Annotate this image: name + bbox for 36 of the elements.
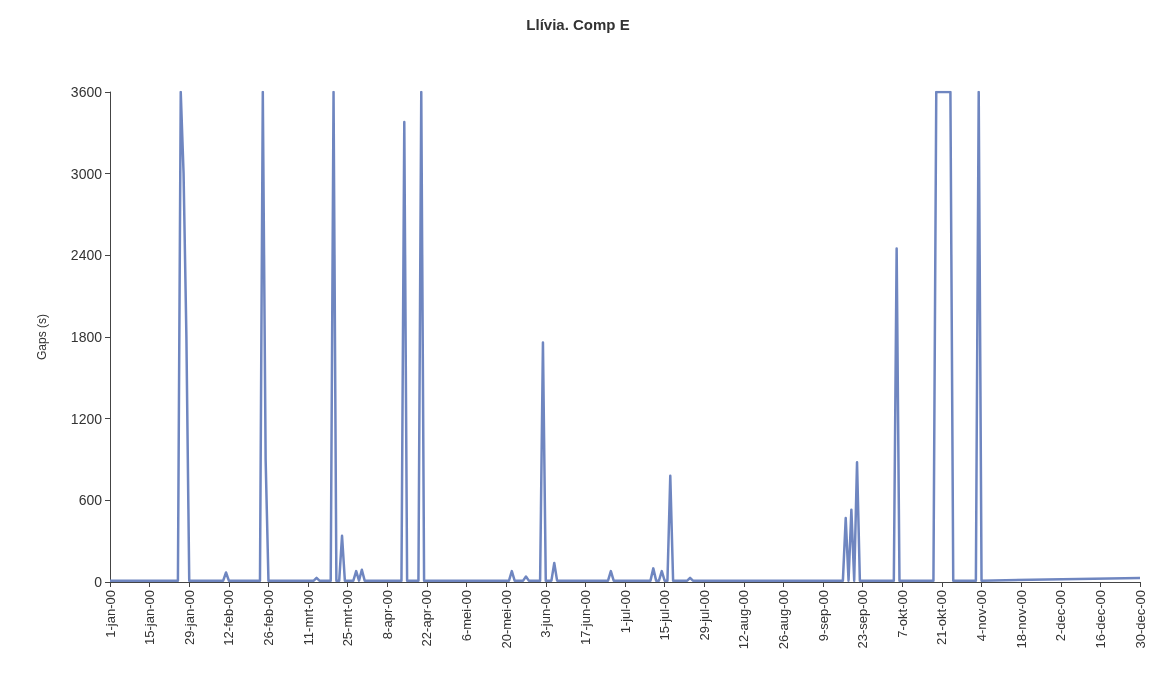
x-tick-label: 30-dec-00 [1132, 590, 1148, 649]
x-tick-label: 20-mei-00 [498, 590, 514, 649]
y-tick-label: 3000 [70, 165, 103, 182]
x-tick-label: 1-jan-00 [102, 590, 118, 638]
x-tick-label: 21-okt-00 [934, 590, 950, 645]
y-tick-label: 1800 [70, 329, 103, 345]
x-tick-label: 23-sep-00 [855, 590, 871, 649]
x-tick-label: 6-mei-00 [459, 590, 475, 642]
x-tick-label: 22-apr-00 [419, 590, 435, 647]
x-tick-label: 29-jan-00 [181, 590, 197, 645]
x-tick-label: 8-apr-00 [379, 590, 395, 640]
x-tick-label: 26-feb-00 [260, 590, 276, 646]
x-tick-label: 16-dec-00 [1092, 590, 1108, 649]
x-tick-label: 25-mrt-00 [340, 590, 356, 647]
x-tick-label: 15-jul-00 [657, 590, 673, 641]
x-tick-label: 18-nov-00 [1013, 590, 1029, 649]
y-tick-label: 0 [94, 574, 103, 590]
x-tick-label: 15-jan-00 [142, 590, 158, 645]
x-tick-label: 9-sep-00 [815, 590, 831, 642]
y-tick-label: 3600 [70, 84, 103, 100]
x-tick-label: 4-nov-00 [974, 590, 990, 642]
x-tick-label: 29-jul-00 [696, 590, 712, 641]
x-tick-label: 1-jul-00 [617, 590, 633, 634]
x-tick-label: 12-aug-00 [736, 590, 752, 650]
x-tick-label: 7-okt-00 [894, 590, 910, 638]
y-tick-label: 2400 [70, 247, 103, 264]
chart-title: Llívia. Comp E [526, 16, 630, 33]
x-tick-label: 3-jun-00 [538, 590, 554, 638]
y-tick-label: 600 [78, 492, 103, 509]
x-tick-label: 11-mrt-00 [300, 590, 316, 646]
x-tick-label: 2-dec-00 [1053, 590, 1069, 642]
y-tick-label: 1200 [70, 410, 103, 427]
x-tick-label: 26-aug-00 [775, 590, 791, 650]
x-tick-label: 17-jun-00 [577, 590, 593, 645]
y-axis-title: Gaps (s) [35, 313, 49, 361]
x-tick-label: 12-feb-00 [221, 590, 237, 646]
